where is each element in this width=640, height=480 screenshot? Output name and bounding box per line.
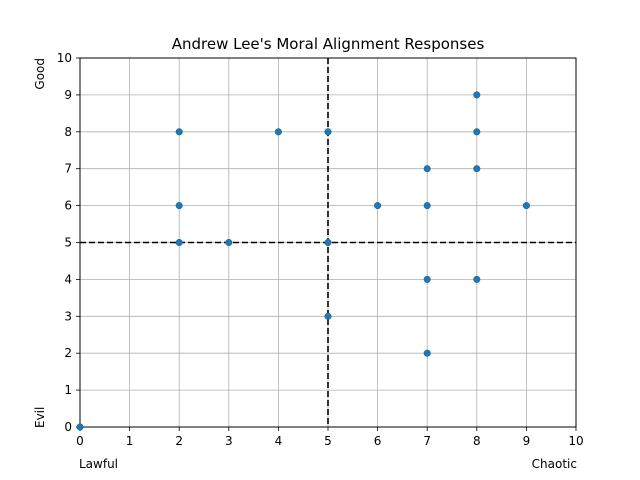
y-tick-label: 6 [64,199,72,213]
x-tick-label: 7 [423,434,431,448]
data-point [423,349,431,357]
x-tick-label: 3 [225,434,233,448]
data-point [175,128,183,136]
axis-ticks: 0 1 2 3 4 5 6 7 8 9 10 0 1 2 3 4 5 6 7 8 9 10 [57,51,584,448]
y-tick-label: 8 [64,125,72,139]
data-points [76,91,530,431]
x-tick-label: 8 [473,434,481,448]
data-point [324,238,332,247]
x-tick-label: 5 [324,434,332,448]
x-tick-label: 1 [126,434,134,448]
data-point [225,238,233,247]
data-point [274,128,282,136]
data-point [175,238,183,247]
y-tick-label: 5 [64,236,72,250]
data-point [324,312,332,320]
y-tick-label: 3 [64,309,72,323]
y-tick-label: 10 [57,51,72,65]
x-tick-label: 0 [76,434,84,448]
x-tick-label: 9 [523,434,531,448]
y-tick-label: 0 [64,420,72,434]
x-tick-label: 4 [275,434,283,448]
data-point [76,423,84,431]
x-tick-label: 2 [175,434,183,448]
x-tick-label: 6 [374,434,382,448]
data-point [423,202,431,210]
x-left-label: Lawful [79,457,118,471]
data-point [522,202,530,210]
x-tick-label: 10 [568,434,583,448]
chart-title: Andrew Lee's Moral Alignment Responses [172,35,485,53]
y-tick-label: 4 [64,272,72,286]
y-tick-label: 2 [64,346,72,360]
y-bottom-label: Evil [33,407,47,428]
y-tick-label: 7 [64,162,72,176]
data-point [324,128,332,136]
x-right-label: Chaotic [532,457,577,471]
data-point [175,202,183,210]
data-point [473,91,481,99]
data-point [374,202,382,210]
y-tick-label: 9 [64,88,72,102]
data-point [473,165,481,173]
data-point [423,275,431,283]
data-point [473,128,481,136]
y-tick-label: 1 [64,383,72,397]
y-top-label: Good [33,58,47,90]
data-point [473,275,481,283]
data-point [423,165,431,173]
